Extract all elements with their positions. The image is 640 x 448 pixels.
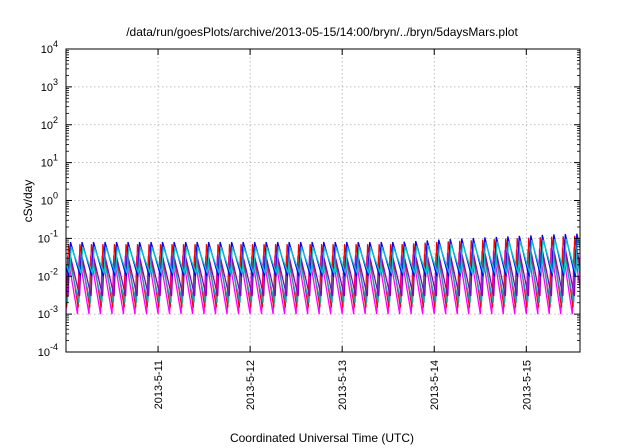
plot-frame xyxy=(65,48,581,353)
y-tick-label: 100 xyxy=(41,191,58,208)
y-axis-label: cSv/day xyxy=(21,180,35,223)
y-tick-label: 10-3 xyxy=(38,304,58,321)
y-tick-label: 10-1 xyxy=(38,228,58,245)
y-tick-label: 102 xyxy=(41,115,58,132)
x-tick-label: 2013-5-11 xyxy=(153,360,165,409)
x-axis-label: Coordinated Universal Time (UTC) xyxy=(230,431,414,445)
y-tick-label: 10-2 xyxy=(38,266,58,283)
y-tick-label: 103 xyxy=(41,77,58,94)
chart-title: /data/run/goesPlots/archive/2013-05-15/1… xyxy=(126,25,518,39)
y-tick-label: 104 xyxy=(41,39,58,56)
series-group xyxy=(66,233,580,315)
y-tick-label: 10-4 xyxy=(38,342,58,359)
series-line-6 xyxy=(66,238,580,274)
axes: 2013-5-11 2013-5-12 2013-5-13 2013-5-14 2013… xyxy=(38,39,581,410)
x-tick-label: 2013-5-13 xyxy=(337,360,349,410)
x-tick-label: 2013-5-14 xyxy=(429,360,441,410)
y-tick-label: 101 xyxy=(41,153,58,170)
x-tick-label: 2013-5-12 xyxy=(245,360,257,410)
x-tick-label: 2013-5-15 xyxy=(521,360,533,410)
